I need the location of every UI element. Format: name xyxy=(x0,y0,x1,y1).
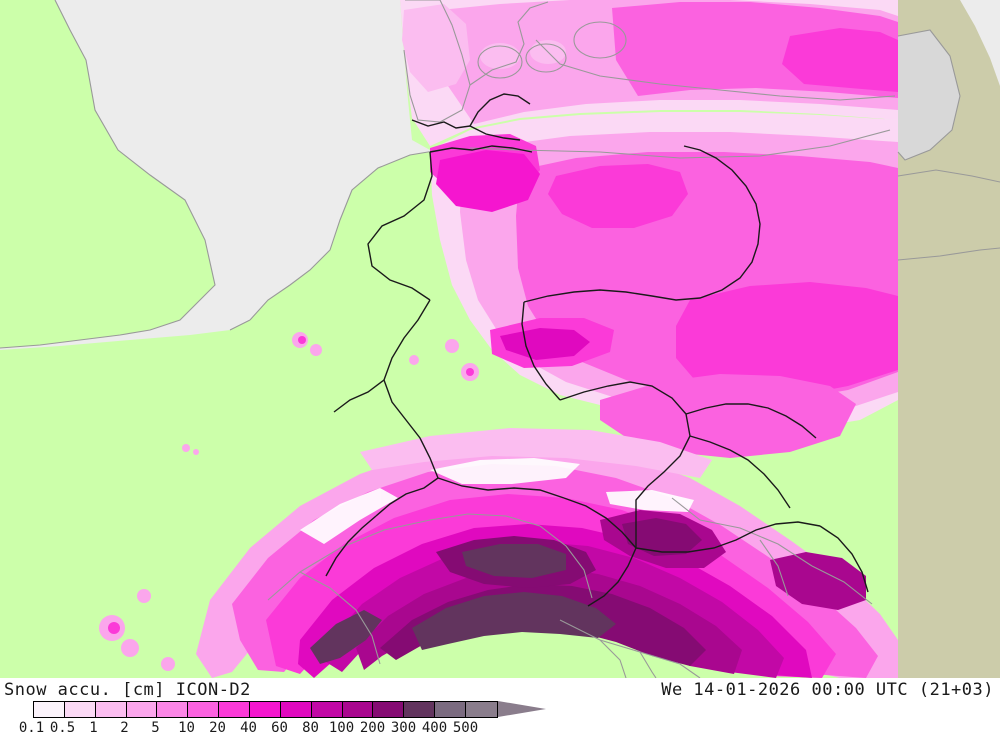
weather-map[interactable] xyxy=(0,0,1000,678)
alpine-foehn-gaps xyxy=(300,458,694,544)
scattered-snow-cores xyxy=(108,336,474,634)
colorbar-swatch-40[interactable] xyxy=(250,702,281,717)
colorbar-swatch-1[interactable] xyxy=(95,702,127,717)
colorbar-tick-1: 1 xyxy=(89,720,98,733)
colorbar-tick-80: 80 xyxy=(302,720,319,733)
snow-accumulation-field xyxy=(99,0,898,678)
map-canvas xyxy=(0,0,1000,678)
colorbar-swatches[interactable] xyxy=(33,701,498,718)
erzgebirge-max xyxy=(500,328,590,360)
colorbar-swatch-0.1[interactable] xyxy=(34,702,65,717)
colorbar-tick-60: 60 xyxy=(271,720,288,733)
colorbar-swatch-60[interactable] xyxy=(280,702,312,717)
colorbar-tick-40: 40 xyxy=(240,720,257,733)
colorbar-swatch-5[interactable] xyxy=(157,702,189,717)
alpine-foreland-light xyxy=(360,428,712,478)
nw-germany-max xyxy=(436,150,540,212)
colorbar-tick-0.1: 0.1 xyxy=(18,720,45,733)
colorbar-swatch-2[interactable] xyxy=(126,702,158,717)
colorbar-legend[interactable]: 0.1 0.5 1 2 5 10 20 40 60 80 100 200 300 400 500 xyxy=(19,700,593,733)
colorbar-tick-200: 200 xyxy=(359,720,386,733)
map-datetime: We 14-01-2026 00:00 UTC (21+03) xyxy=(661,680,994,700)
colorbar-swatch-200[interactable] xyxy=(373,702,405,717)
colorbar-swatch-500[interactable] xyxy=(466,702,497,717)
map-title: Snow accu. [cm] ICON-D2 xyxy=(4,680,251,700)
colorbar-tick-labels: 0.1 0.5 1 2 5 10 20 40 60 80 100 200 300 400 500 xyxy=(16,720,616,733)
colorbar-swatch-100[interactable] xyxy=(342,702,374,717)
colorbar-tick-400: 400 xyxy=(421,720,448,733)
colorbar-tick-20: 20 xyxy=(209,720,226,733)
outside-domain-sea-notch xyxy=(898,0,1000,86)
baltic-sea-patch xyxy=(898,30,960,160)
colorbar-swatch-300[interactable] xyxy=(404,702,436,717)
colorbar-overflow-arrow xyxy=(498,701,546,717)
colorbar-swatch-400[interactable] xyxy=(435,702,467,717)
colorbar-tick-2: 2 xyxy=(120,720,129,733)
colorbar-tick-100: 100 xyxy=(328,720,355,733)
colorbar-swatch-10[interactable] xyxy=(188,702,220,717)
colorbar-tick-5: 5 xyxy=(151,720,160,733)
denmark-snow xyxy=(402,4,566,92)
map-footer: Snow accu. [cm] ICON-D2 We 14-01-2026 00… xyxy=(0,678,1000,733)
colorbar-tick-10: 10 xyxy=(178,720,195,733)
scattered-snow-flecks xyxy=(99,332,479,671)
colorbar-tick-300: 300 xyxy=(390,720,417,733)
colorbar-tick-500: 500 xyxy=(452,720,479,733)
country-borders xyxy=(325,93,869,607)
colorbar-tick-0.5: 0.5 xyxy=(49,720,76,733)
colorbar-swatch-80[interactable] xyxy=(311,702,343,717)
outside-domain-region xyxy=(898,0,1000,678)
colorbar-swatch-0.5[interactable] xyxy=(64,702,96,717)
colorbar-swatch-20[interactable] xyxy=(219,702,251,717)
